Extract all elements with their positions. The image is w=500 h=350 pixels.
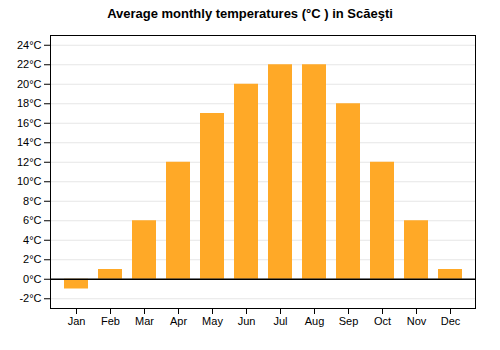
- svg-text:20°C: 20°C: [17, 78, 42, 90]
- svg-text:Oct: Oct: [374, 315, 391, 327]
- svg-text:24°C: 24°C: [17, 39, 42, 51]
- html-text:Average monthly temperatures (: Average monthly temperatures (°C ) in Sc…: [107, 6, 393, 21]
- svg-text:Aug: Aug: [305, 315, 325, 327]
- svg-text:18°C: 18°C: [17, 97, 42, 109]
- svg-text:12°C: 12°C: [17, 156, 42, 168]
- svg-text:Feb: Feb: [101, 315, 120, 327]
- svg-text:6°C: 6°C: [23, 214, 42, 226]
- svg-text:Nov: Nov: [407, 315, 427, 327]
- svg-text:Jan: Jan: [68, 315, 86, 327]
- svg-text:-2°C: -2°C: [19, 292, 41, 304]
- svg-text:Sep: Sep: [339, 315, 359, 327]
- svg-text:2°C: 2°C: [23, 253, 42, 265]
- svg-text:May: May: [202, 315, 223, 327]
- svg-text:Jun: Jun: [238, 315, 256, 327]
- svg-text:Mar: Mar: [135, 315, 154, 327]
- svg-text:10°C: 10°C: [17, 175, 42, 187]
- svg-text:0°C: 0°C: [23, 273, 42, 285]
- svg-text:Apr: Apr: [170, 315, 187, 327]
- svg-text:4°C: 4°C: [23, 234, 42, 246]
- svg-text:Jul: Jul: [273, 315, 287, 327]
- svg-text:Dec: Dec: [441, 315, 461, 327]
- svg-text:22°C: 22°C: [17, 58, 42, 70]
- svg-text:14°C: 14°C: [17, 136, 42, 148]
- svg-text:8°C: 8°C: [23, 195, 42, 207]
- svg-text:16°C: 16°C: [17, 117, 42, 129]
